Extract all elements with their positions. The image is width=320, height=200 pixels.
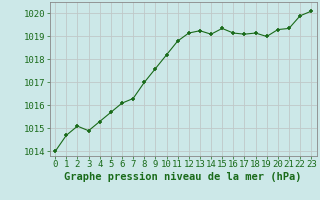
X-axis label: Graphe pression niveau de la mer (hPa): Graphe pression niveau de la mer (hPa): [64, 172, 302, 182]
